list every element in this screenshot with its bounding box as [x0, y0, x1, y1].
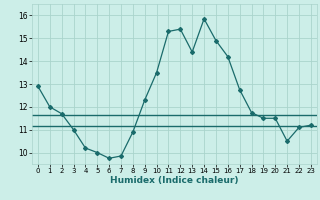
- X-axis label: Humidex (Indice chaleur): Humidex (Indice chaleur): [110, 176, 239, 185]
